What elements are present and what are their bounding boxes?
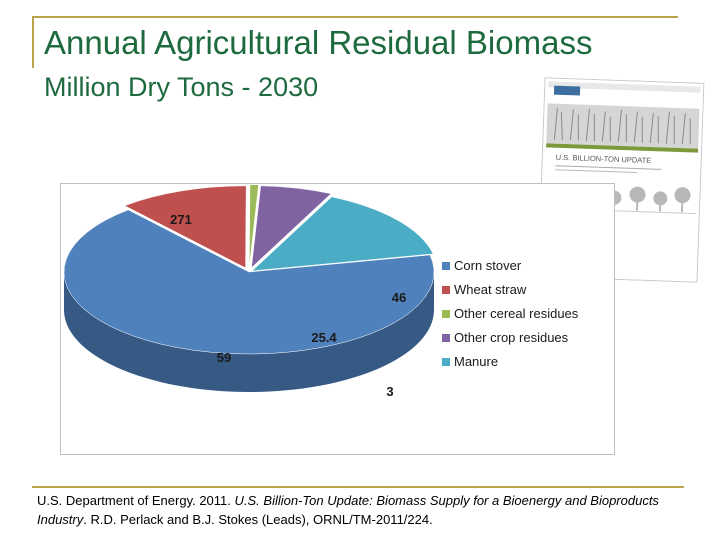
legend-label-other-crop-residues: Other crop residues xyxy=(454,330,569,345)
legend-label-corn-stover: Corn stover xyxy=(454,258,522,273)
legend-swatch-manure xyxy=(442,358,450,366)
citation-title: U.S. Billion-Ton Update: Biomass Supply … xyxy=(37,493,659,527)
legend-label-wheat-straw: Wheat straw xyxy=(454,282,527,297)
left-accent-rule xyxy=(32,16,34,68)
bottom-accent-rule xyxy=(32,486,684,488)
pie-chart: 271 46 3 25.4 59 Corn stover Wheat straw Other … xyxy=(63,184,579,399)
report-cover-title: U.S. BILLION-TON UPDATE xyxy=(556,153,652,165)
pie-slice-other-crop-residues xyxy=(251,185,332,269)
pie-slice-corn-stover xyxy=(63,209,435,355)
legend-swatch-corn-stover xyxy=(442,262,450,270)
citation-suffix: . R.D. Perlack and B.J. Stokes (Leads), … xyxy=(83,512,433,527)
slide-title: Annual Agricultural Residual Biomass xyxy=(44,24,593,61)
pie-side-corn-stover xyxy=(64,272,434,392)
data-label-other-crop-residues: 25.4 xyxy=(311,330,337,345)
data-label-manure: 59 xyxy=(217,350,231,365)
legend-swatch-other-cereal-residues xyxy=(442,310,450,318)
citation-text: U.S. Department of Energy. 2011. U.S. Bi… xyxy=(37,491,677,529)
slide-subtitle: Million Dry Tons - 2030 xyxy=(44,72,319,102)
data-label-corn-stover: 271 xyxy=(170,212,192,227)
citation-prefix: U.S. Department of Energy. 2011. xyxy=(37,493,235,508)
pie-slice-wheat-straw xyxy=(124,185,247,269)
data-label-wheat-straw: 46 xyxy=(392,290,406,305)
legend-swatch-other-crop-residues xyxy=(442,334,450,342)
data-label-other-cereal-residues: 3 xyxy=(386,384,393,399)
pie-chart-frame: 271 46 3 25.4 59 Corn stover Wheat straw Other … xyxy=(60,183,615,455)
pie-slice-other-cereal-residues xyxy=(249,184,259,267)
legend-swatch-wheat-straw xyxy=(442,286,450,294)
pie-slice-manure xyxy=(251,196,434,272)
legend-label-other-cereal-residues: Other cereal residues xyxy=(454,306,579,321)
legend-label-manure: Manure xyxy=(454,354,498,369)
top-accent-rule xyxy=(32,16,678,18)
